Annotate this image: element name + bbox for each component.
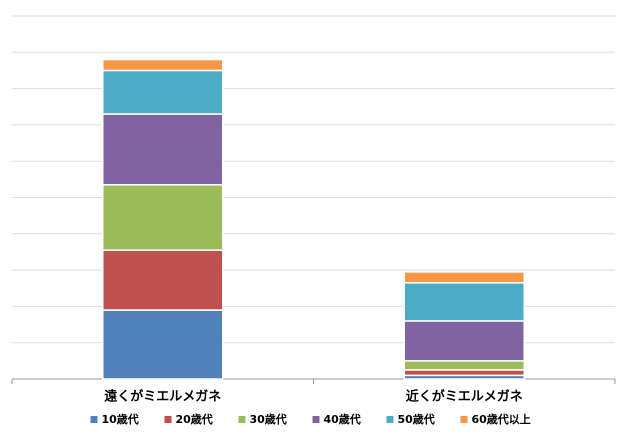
legend-label: 60歳代以上	[472, 412, 531, 426]
bar-segment	[403, 369, 525, 377]
bar-segment	[102, 309, 224, 380]
bar-segment	[102, 69, 224, 115]
legend-label: 20歳代	[176, 412, 213, 426]
legend-label: 30歳代	[250, 412, 287, 426]
legend-label: 10歳代	[102, 412, 139, 426]
legend-swatch	[238, 416, 246, 423]
legend-swatch	[164, 416, 172, 423]
bar-segment	[403, 360, 525, 371]
bar-segment	[403, 320, 525, 362]
legend-swatch	[312, 416, 320, 423]
bar-segment	[102, 249, 224, 311]
legend-swatch	[90, 416, 98, 423]
bar-segment	[102, 58, 224, 72]
legend-swatch	[460, 416, 468, 423]
legend-swatch	[386, 416, 394, 423]
bar-segment	[102, 113, 224, 186]
x-tick-label: 遠くがミエルメガネ	[104, 389, 221, 405]
bar-segment	[102, 184, 224, 251]
legend-label: 50歳代	[398, 412, 435, 426]
bar-segment	[403, 282, 525, 322]
legend-label: 40歳代	[324, 412, 361, 426]
x-tick-label: 近くがミエルメガネ	[406, 389, 523, 405]
bar-segment	[403, 271, 525, 284]
